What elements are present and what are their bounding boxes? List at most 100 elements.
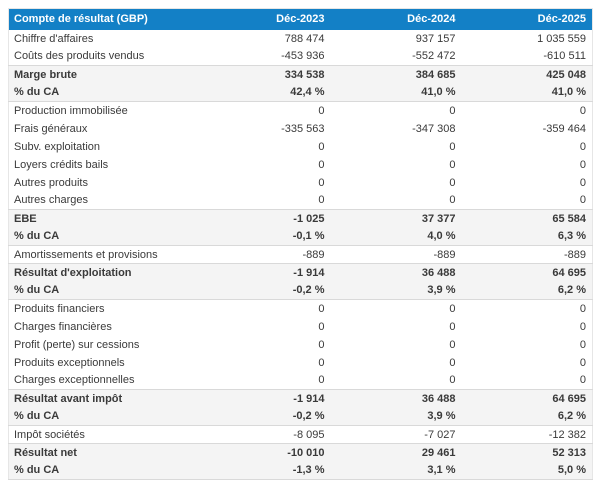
row-label: Frais généraux xyxy=(8,119,200,138)
table-row: Amortissements et provisions -889 -889 -889 xyxy=(8,245,593,264)
row-label: Autres produits xyxy=(8,173,200,192)
row-label: Charges financières xyxy=(8,317,200,336)
row-value: 41,0 % xyxy=(461,83,593,102)
row-value: 0 xyxy=(199,353,331,372)
table-row: Production immobilisée 0 0 0 xyxy=(8,101,593,120)
row-value: 64 695 xyxy=(461,389,593,408)
row-value: 36 488 xyxy=(330,263,462,282)
row-value: 6,2 % xyxy=(461,407,593,426)
row-label: Produits financiers xyxy=(8,299,200,318)
table-header-row: Compte de résultat (GBP) Déc-2023 Déc-20… xyxy=(8,8,593,30)
table-row: Résultat avant impôt -1 914 36 488 64 695 xyxy=(8,389,593,408)
row-value: -889 xyxy=(330,245,462,264)
row-value: 334 538 xyxy=(199,65,331,84)
row-value: -610 511 xyxy=(461,47,593,66)
row-value: -1 025 xyxy=(199,209,331,228)
table-row: Autres produits 0 0 0 xyxy=(8,173,593,192)
row-value: 42,4 % xyxy=(199,83,331,102)
row-value: 0 xyxy=(461,155,593,174)
row-value: -0,2 % xyxy=(199,281,331,300)
row-value: 0 xyxy=(330,173,462,192)
row-value: 0 xyxy=(199,137,331,156)
row-value: 0 xyxy=(330,191,462,210)
row-label: Résultat avant impôt xyxy=(8,389,200,408)
table-row: Produits financiers 0 0 0 xyxy=(8,299,593,318)
row-label: Coûts des produits vendus xyxy=(8,47,200,66)
row-label: Production immobilisée xyxy=(8,101,200,120)
row-value: 425 048 xyxy=(461,65,593,84)
row-value: 6,3 % xyxy=(461,227,593,246)
row-value: 52 313 xyxy=(461,443,593,462)
row-label: Impôt sociétés xyxy=(8,425,200,444)
row-value: 0 xyxy=(461,353,593,372)
row-value: -8 095 xyxy=(199,425,331,444)
column-header-dec-2023: Déc-2023 xyxy=(199,8,331,30)
table-head: Compte de résultat (GBP) Déc-2023 Déc-20… xyxy=(8,8,593,30)
table-row: Charges financières 0 0 0 xyxy=(8,317,593,336)
row-value: 4,0 % xyxy=(330,227,462,246)
row-value: -12 382 xyxy=(461,425,593,444)
table-row: Coûts des produits vendus -453 936 -552 47… xyxy=(8,47,593,66)
table-row: Chiffre d'affaires 788 474 937 157 1 035 55… xyxy=(8,29,593,48)
row-value: 0 xyxy=(199,191,331,210)
table-row: Impôt sociétés -8 095 -7 027 -12 382 xyxy=(8,425,593,444)
row-label: % du CA xyxy=(8,281,200,300)
row-value: 0 xyxy=(330,101,462,120)
row-value: 1 035 559 xyxy=(461,29,593,48)
row-value: 0 xyxy=(199,299,331,318)
row-value: 65 584 xyxy=(461,209,593,228)
row-value: -0,1 % xyxy=(199,227,331,246)
row-value: -1,3 % xyxy=(199,461,331,480)
table-row: Subv. exploitation 0 0 0 xyxy=(8,137,593,156)
table-row: Produits exceptionnels 0 0 0 xyxy=(8,353,593,372)
row-label: Charges exceptionnelles xyxy=(8,371,200,390)
row-value: 0 xyxy=(330,353,462,372)
row-value: 0 xyxy=(199,317,331,336)
row-label: Chiffre d'affaires xyxy=(8,29,200,48)
table-row: % du CA 42,4 % 41,0 % 41,0 % xyxy=(8,83,593,102)
row-value: 0 xyxy=(461,101,593,120)
table-row: Marge brute 334 538 384 685 425 048 xyxy=(8,65,593,84)
row-value: 64 695 xyxy=(461,263,593,282)
row-value: 384 685 xyxy=(330,65,462,84)
row-value: 937 157 xyxy=(330,29,462,48)
row-label: % du CA xyxy=(8,83,200,102)
row-value: 0 xyxy=(330,155,462,174)
row-value: 6,2 % xyxy=(461,281,593,300)
row-value: 3,9 % xyxy=(330,281,462,300)
row-value: 0 xyxy=(461,371,593,390)
row-value: 0 xyxy=(461,335,593,354)
row-label: Marge brute xyxy=(8,65,200,84)
row-value: -453 936 xyxy=(199,47,331,66)
row-value: 0 xyxy=(199,335,331,354)
row-value: 0 xyxy=(461,137,593,156)
table-row: Résultat d'exploitation -1 914 36 488 64 69… xyxy=(8,263,593,282)
row-value: 41,0 % xyxy=(330,83,462,102)
row-value: -7 027 xyxy=(330,425,462,444)
row-value: 0 xyxy=(461,191,593,210)
row-label: Autres charges xyxy=(8,191,200,210)
row-value: -1 914 xyxy=(199,263,331,282)
table-row: % du CA -1,3 % 3,1 % 5,0 % xyxy=(8,461,593,480)
table-row: Charges exceptionnelles 0 0 0 xyxy=(8,371,593,390)
table-row: EBE -1 025 37 377 65 584 xyxy=(8,209,593,228)
table-row: Autres charges 0 0 0 xyxy=(8,191,593,210)
table-body: Chiffre d'affaires 788 474 937 157 1 035 55… xyxy=(8,29,593,480)
row-value: -552 472 xyxy=(330,47,462,66)
row-label: Loyers crédits bails xyxy=(8,155,200,174)
row-value: 5,0 % xyxy=(461,461,593,480)
row-label: Subv. exploitation xyxy=(8,137,200,156)
row-label: Profit (perte) sur cessions xyxy=(8,335,200,354)
table-row: % du CA -0,2 % 3,9 % 6,2 % xyxy=(8,281,593,300)
row-label: % du CA xyxy=(8,227,200,246)
row-value: -1 914 xyxy=(199,389,331,408)
row-value: 36 488 xyxy=(330,389,462,408)
row-label: % du CA xyxy=(8,407,200,426)
row-value: -347 308 xyxy=(330,119,462,138)
row-label: EBE xyxy=(8,209,200,228)
row-value: -359 464 xyxy=(461,119,593,138)
row-value: 3,1 % xyxy=(330,461,462,480)
table-row: Résultat net -10 010 29 461 52 313 xyxy=(8,443,593,462)
row-value: -0,2 % xyxy=(199,407,331,426)
